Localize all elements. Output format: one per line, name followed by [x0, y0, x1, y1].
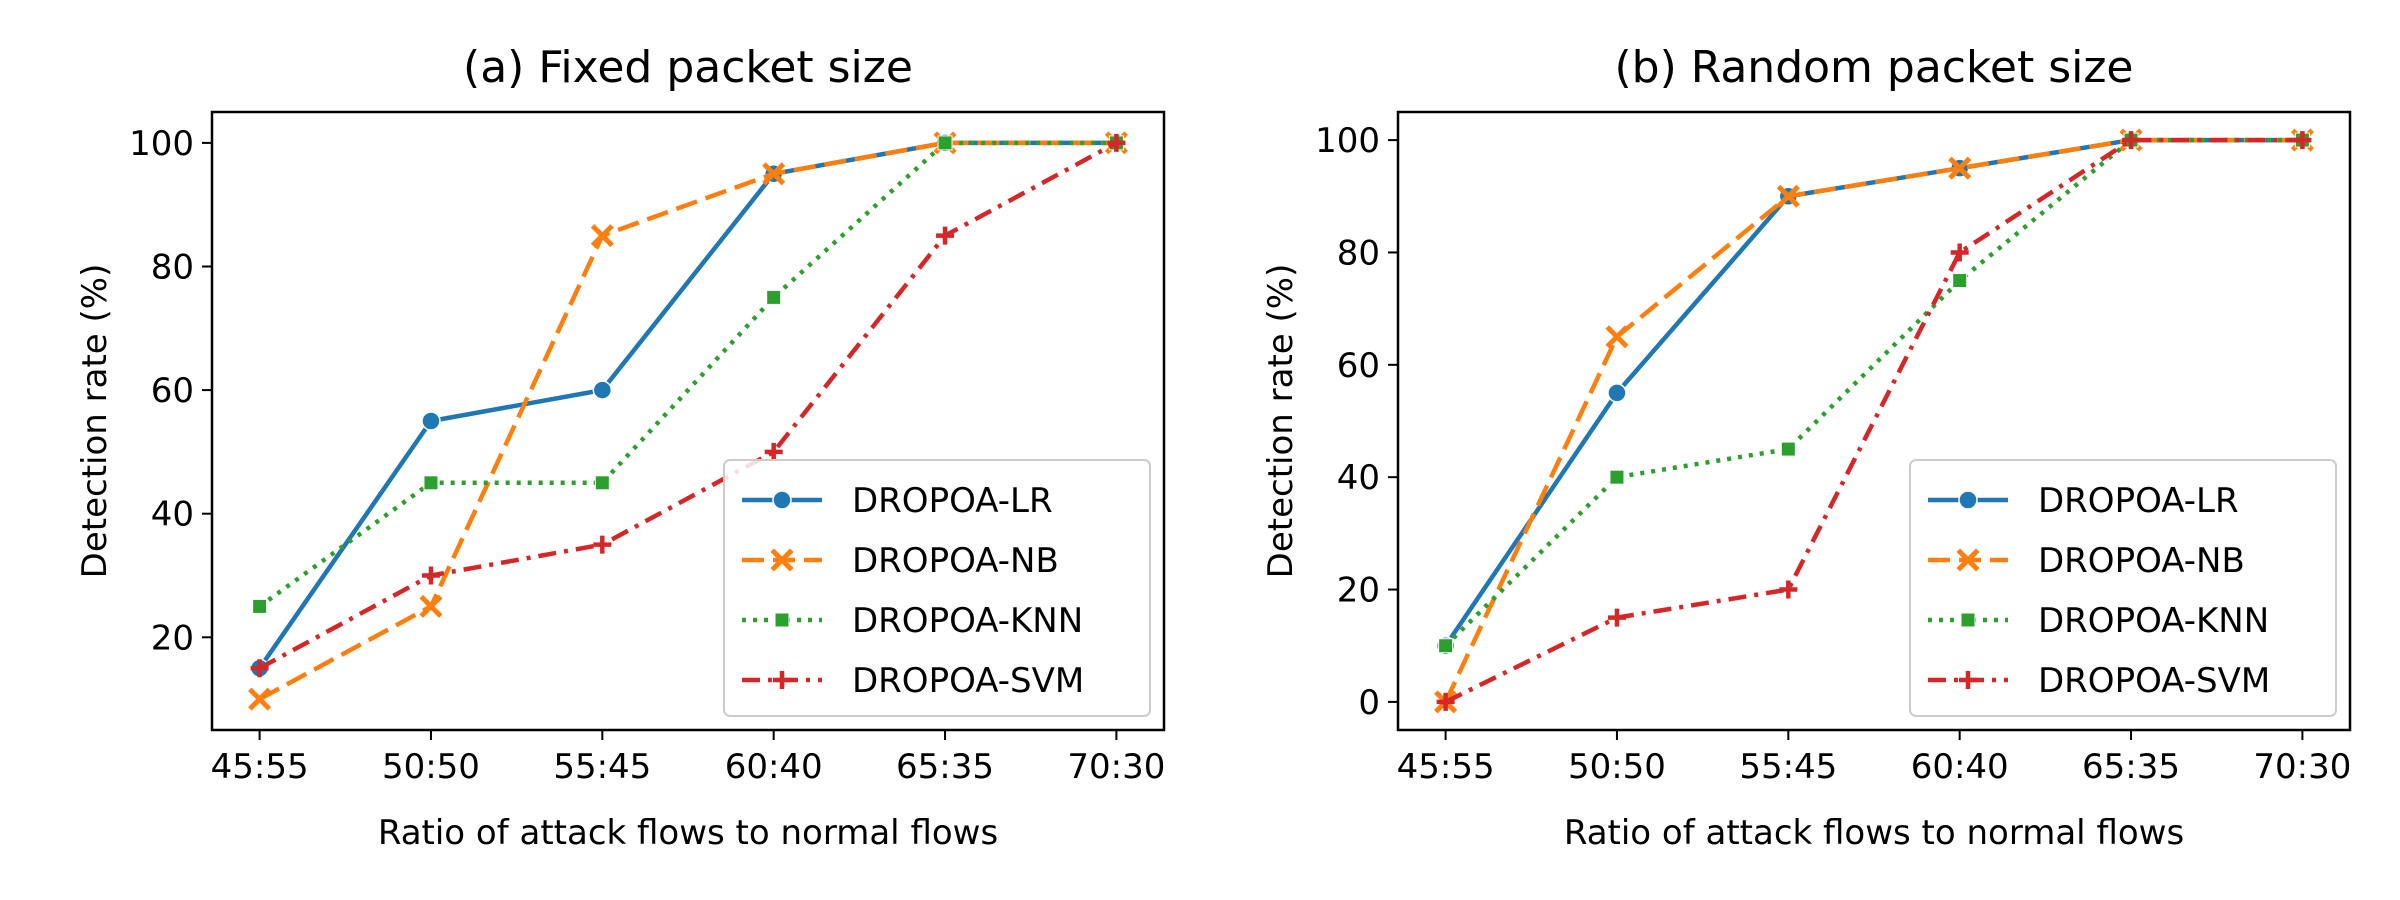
data-point — [1609, 469, 1625, 485]
data-point — [1779, 580, 1798, 599]
data-point — [1948, 156, 1972, 180]
x-tick-label: 50:50 — [1568, 747, 1666, 787]
legend-label: DROPOA-KNN — [852, 601, 1083, 641]
data-point — [1952, 273, 1968, 289]
data-point — [421, 411, 441, 431]
data-point — [936, 226, 955, 245]
x-tick-label: 70:30 — [2253, 747, 2351, 787]
x-tick-label: 45:55 — [1397, 747, 1495, 787]
data-point — [1950, 243, 1969, 262]
legend-label: DROPOA-NB — [852, 541, 1059, 581]
y-tick-label: 20 — [1337, 571, 1380, 611]
legend-label: DROPOA-LR — [2038, 481, 2239, 521]
y-tick-label: 20 — [151, 618, 194, 658]
chart-title: (b) Random packet size — [1614, 42, 2133, 93]
x-axis-label: Ratio of attack flows to normal flows — [378, 813, 998, 853]
chart-panel-b: (b) Random packet size 0 20 40 60 80 100 45:55 5… — [1261, 42, 2351, 853]
x-tick-label: 55:45 — [1739, 747, 1837, 787]
series-line — [258, 140, 1117, 609]
y-axis-label: Detection rate (%) — [75, 264, 115, 579]
series-dropoa-svm — [250, 133, 1126, 678]
data-point — [1607, 383, 1627, 403]
legend: DROPOA-LR DROPOA-NB DROPOA-KNN DROPOA-SVM — [723, 459, 1151, 717]
legend-label: DROPOA-NB — [2038, 541, 2245, 581]
data-point — [764, 442, 783, 461]
series-line — [258, 140, 1117, 702]
series-line — [258, 140, 1118, 671]
data-point — [592, 380, 613, 400]
data-point — [1436, 692, 1455, 711]
y-tick-label: 40 — [151, 495, 194, 535]
data-point — [766, 289, 782, 305]
legend-marker — [773, 671, 791, 689]
y-tick-label: 0 — [1358, 683, 1380, 723]
plot-frame — [210, 110, 1166, 732]
legend-marker — [1956, 548, 1980, 572]
x-tick-label: 65:35 — [896, 747, 994, 787]
legend-label: DROPOA-SVM — [852, 661, 1084, 701]
legend-marker — [1960, 612, 1976, 628]
legend-marker — [770, 548, 794, 572]
x-tick-label: 60:40 — [1911, 747, 2009, 787]
plot-frame — [1396, 110, 2352, 732]
data-point — [2293, 131, 2312, 150]
legend-marker — [1959, 671, 1977, 689]
x-tick-label: 45:55 — [211, 747, 309, 787]
series-dropoa-svm — [1436, 131, 2312, 711]
legend-label: DROPOA-SVM — [2038, 661, 2270, 701]
legend-label: DROPOA-KNN — [2038, 601, 2269, 641]
data-point — [1605, 325, 1629, 349]
data-point — [2122, 131, 2141, 150]
data-point — [1776, 184, 1800, 208]
y-tick-label: 60 — [151, 371, 194, 411]
data-point — [252, 598, 268, 614]
data-point — [421, 566, 440, 585]
data-point — [590, 224, 614, 248]
chart-panel-a: (a) Fixed packet size 20 40 60 80 100 45:55 50:… — [75, 42, 1165, 853]
data-point — [248, 687, 272, 711]
y-axis-label: Detection rate (%) — [1261, 264, 1301, 579]
y-tick-label: 60 — [1337, 346, 1380, 386]
legend-marker — [774, 612, 790, 628]
y-tick-label: 80 — [1337, 233, 1380, 273]
data-point — [1438, 638, 1454, 654]
data-point — [1607, 608, 1626, 627]
x-axis-label: Ratio of attack flows to normal flows — [1564, 813, 2184, 853]
x-tick-label: 65:35 — [2082, 747, 2180, 787]
data-point — [762, 162, 786, 186]
data-point — [423, 475, 439, 491]
y-tick-label: 100 — [129, 124, 194, 164]
legend: DROPOA-LR DROPOA-NB DROPOA-KNN DROPOA-SVM — [1909, 459, 2337, 717]
y-tick-label: 40 — [1337, 458, 1380, 498]
x-tick-label: 55:45 — [553, 747, 651, 787]
x-tick-label: 60:40 — [725, 747, 823, 787]
legend-label: DROPOA-LR — [852, 481, 1053, 521]
data-point — [419, 594, 443, 618]
data-point — [937, 135, 953, 151]
legend-box — [1909, 459, 2337, 717]
y-tick-label: 80 — [151, 248, 194, 288]
data-point — [1780, 441, 1796, 457]
data-point — [1107, 133, 1126, 152]
legend-box — [723, 459, 1151, 717]
chart-title: (a) Fixed packet size — [463, 42, 913, 93]
series-line — [1444, 137, 2303, 704]
legend-marker — [772, 490, 792, 510]
data-point — [594, 475, 610, 491]
data-point — [250, 659, 269, 678]
x-tick-label: 50:50 — [382, 747, 480, 787]
legend-marker — [1958, 490, 1978, 510]
data-point — [593, 535, 612, 554]
y-tick-label: 100 — [1315, 121, 1380, 161]
x-tick-label: 70:30 — [1067, 747, 1165, 787]
